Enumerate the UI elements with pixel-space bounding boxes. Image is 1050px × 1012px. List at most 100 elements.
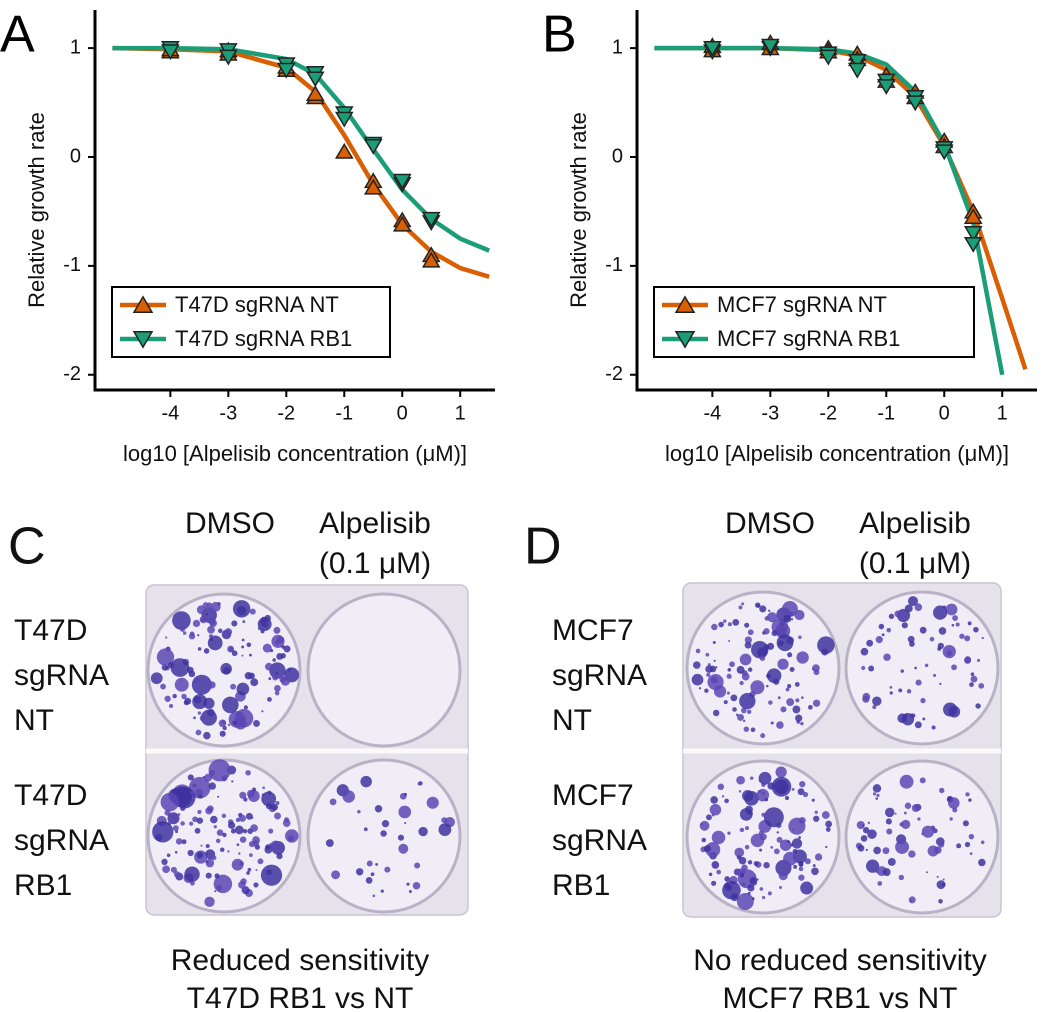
colony: [739, 827, 745, 833]
data-point: [761, 38, 780, 55]
colony: [218, 719, 227, 728]
colony: [187, 666, 194, 674]
colony: [241, 654, 244, 657]
row-label: T47D: [14, 614, 87, 647]
colony: [740, 707, 747, 714]
colony: [786, 698, 795, 706]
colony: [257, 858, 264, 865]
colony: [221, 813, 227, 819]
y-tick-label: -2: [63, 363, 81, 385]
colony: [970, 675, 978, 683]
colony: [172, 825, 179, 832]
colony: [695, 648, 701, 654]
colony: [749, 877, 757, 885]
colony: [217, 602, 221, 606]
colony: [861, 665, 866, 671]
colony: [882, 868, 891, 876]
colony: [808, 704, 813, 710]
colony: [219, 730, 226, 737]
row-label: RB1: [552, 869, 610, 902]
colony: [268, 677, 272, 681]
colony: [404, 792, 407, 796]
colony: [246, 871, 250, 875]
colony: [408, 890, 412, 893]
colony: [187, 774, 194, 781]
colony: [793, 864, 798, 869]
colony: [747, 667, 753, 672]
x-tick-label: -2: [819, 402, 837, 424]
colony: [867, 829, 877, 839]
colony: [231, 858, 244, 871]
colony: [208, 634, 213, 639]
colony: [189, 631, 195, 637]
colony: [230, 683, 237, 690]
colony: [285, 829, 299, 843]
colony: [205, 613, 209, 616]
colony: [735, 713, 739, 717]
colony: [236, 843, 240, 847]
colony: [200, 844, 203, 847]
colony: [438, 823, 452, 836]
y-tick-label: 0: [70, 145, 81, 167]
colony: [366, 860, 373, 867]
column-header: Alpelisib: [859, 507, 971, 540]
x-tick-label: 0: [939, 402, 950, 424]
data-point: [392, 215, 412, 232]
colony: [207, 625, 215, 634]
data-point: [847, 62, 867, 79]
colony: [203, 648, 210, 654]
colony: [924, 663, 929, 668]
colony: [197, 711, 202, 715]
panel-label: B: [542, 6, 577, 64]
colony: [264, 845, 273, 854]
colony: [269, 648, 274, 653]
colony: [981, 636, 984, 640]
colony: [236, 682, 250, 696]
colony: [925, 871, 928, 874]
colony: [726, 673, 732, 679]
colony: [881, 633, 885, 637]
colony: [938, 899, 943, 904]
colony: [357, 809, 361, 814]
colony: [325, 839, 334, 847]
colony: [274, 640, 280, 645]
colony: [202, 775, 205, 779]
colony: [802, 791, 809, 798]
colony: [813, 815, 820, 822]
colony: [732, 707, 737, 712]
colony: [241, 638, 245, 642]
colony: [412, 881, 421, 890]
colony: [173, 871, 181, 878]
colony: [360, 775, 372, 788]
colony: [882, 847, 890, 855]
colony: [255, 868, 258, 872]
colony: [331, 870, 341, 880]
colony: [959, 633, 965, 639]
colony: [204, 896, 215, 908]
colony: [155, 833, 163, 842]
caption: T47D RB1 vs NT: [187, 982, 414, 1012]
colony: [711, 880, 717, 886]
colony: [275, 801, 280, 805]
colony: [742, 719, 746, 723]
colony: [721, 795, 725, 798]
colony: [701, 837, 707, 843]
colony: [798, 866, 804, 872]
data-point: [963, 226, 983, 242]
colony: [227, 850, 230, 853]
colony: [711, 861, 720, 869]
panel-label: C: [8, 518, 46, 576]
colony: [736, 775, 745, 785]
colony: [738, 856, 747, 865]
colony: [761, 895, 766, 900]
colony: [203, 731, 211, 740]
colony: [933, 605, 948, 620]
colony: [969, 682, 974, 687]
colony: [878, 623, 885, 630]
colony: [242, 620, 246, 623]
colony: [174, 677, 189, 692]
colony: [705, 652, 710, 657]
colony: [763, 862, 770, 869]
colony: [243, 797, 248, 802]
colony: [740, 873, 745, 878]
